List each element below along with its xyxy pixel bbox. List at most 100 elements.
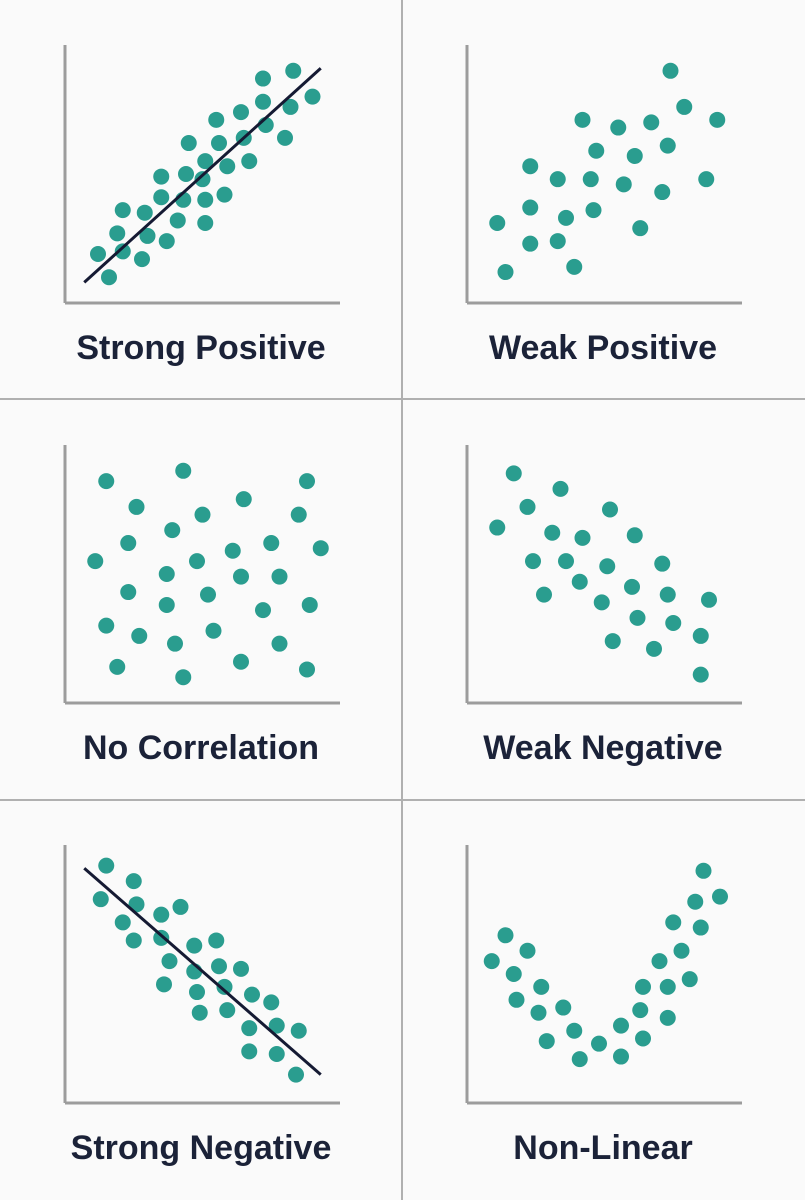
scatter-point <box>241 153 258 170</box>
scatter-point <box>566 1022 583 1039</box>
scatter-point <box>194 506 211 523</box>
scatter-point <box>87 553 104 570</box>
scatter-point <box>530 1004 547 1021</box>
scatter-point <box>211 135 227 152</box>
scatter-point <box>299 473 315 490</box>
scatter-point <box>626 527 643 544</box>
scatter-point <box>629 609 646 626</box>
scatter-point <box>233 568 249 585</box>
scatter-point <box>610 119 627 136</box>
scatter-point <box>153 168 170 185</box>
scatter-point <box>635 978 651 995</box>
scatter-point <box>582 171 599 188</box>
scatter-point <box>120 584 137 601</box>
scatter-point <box>128 498 145 515</box>
scatter-point <box>175 462 192 479</box>
scatter-point <box>692 627 709 644</box>
scatter-point <box>676 98 693 115</box>
scatter-point <box>549 171 566 188</box>
scatter-point <box>216 186 233 203</box>
scatter-point <box>525 553 541 570</box>
scatter-point <box>90 245 106 262</box>
scatter-point <box>92 891 109 908</box>
scatter-point <box>681 971 698 988</box>
scatter-point <box>224 542 241 559</box>
scatter-point <box>552 480 569 497</box>
scatter-point <box>522 235 539 252</box>
scatter-point <box>632 1002 649 1019</box>
panel-title: No Correlation <box>83 729 319 767</box>
scatter-point <box>200 586 216 603</box>
scatter-point <box>233 960 249 977</box>
scatter-point <box>114 202 131 219</box>
scatter-point <box>505 966 522 982</box>
scatter-point <box>635 1030 651 1047</box>
scatter-point <box>125 873 142 890</box>
scatter-point <box>615 176 632 193</box>
scatter-point <box>263 535 280 552</box>
scatter-point <box>158 233 175 250</box>
scatter-point <box>290 506 307 523</box>
scatter-point <box>271 635 288 652</box>
scatter-point <box>205 622 222 639</box>
scatter-point <box>665 615 682 632</box>
scatter-point <box>114 243 131 260</box>
scatter-point <box>536 586 552 603</box>
scatter-point <box>613 1017 629 1034</box>
scatter-point <box>574 529 591 546</box>
scatter-point <box>673 942 690 959</box>
scatter-point <box>519 498 536 515</box>
scatter-point <box>164 522 181 539</box>
scatter-point <box>497 927 514 944</box>
scatter-point <box>241 1020 258 1037</box>
scatter-point <box>489 215 506 232</box>
scatter-point <box>153 189 170 206</box>
scatter-point <box>571 1051 588 1068</box>
scatter-point <box>712 888 728 905</box>
scatter-point <box>654 184 671 201</box>
scatter-point <box>169 212 186 229</box>
scatter-point <box>659 978 676 995</box>
scatter-point <box>489 519 506 536</box>
scatter-point <box>483 953 500 970</box>
scatter-point <box>585 202 602 219</box>
scatter-panel: No Correlation <box>63 445 340 767</box>
scatter-panel: Weak Positive <box>465 45 742 367</box>
scatter-point <box>695 862 712 879</box>
scatter-point <box>301 596 318 613</box>
scatter-point <box>268 1017 285 1034</box>
scatter-point <box>282 98 299 115</box>
scatter-point <box>558 553 574 570</box>
scatter-point <box>312 540 329 557</box>
scatter-point <box>522 199 539 216</box>
scatter-point <box>255 70 271 87</box>
scatter-point <box>497 264 514 281</box>
scatter-point <box>659 1009 676 1026</box>
scatter-panel: Strong Negative <box>63 845 340 1167</box>
scatter-point <box>662 62 679 79</box>
scatter-point <box>208 932 225 949</box>
scatter-point <box>613 1048 629 1065</box>
scatter-point <box>687 893 704 910</box>
scatter-point <box>701 591 717 608</box>
scatter-point <box>153 906 170 923</box>
scatter-point <box>508 991 525 1008</box>
scatter-panel: Non-Linear <box>465 845 742 1167</box>
scatter-point <box>646 640 662 657</box>
scatter-point <box>698 171 715 188</box>
scatter-point <box>158 596 175 613</box>
scatter-point <box>98 857 115 874</box>
scatter-point <box>101 269 117 286</box>
scatter-point <box>588 142 605 159</box>
scatter-point <box>244 986 260 1003</box>
scatter-point <box>175 669 192 686</box>
scatter-point <box>632 220 649 237</box>
scatter-point <box>277 129 293 146</box>
scatter-point <box>158 566 175 582</box>
scatter-point <box>109 658 126 675</box>
scatter-point <box>692 919 709 936</box>
scatter-point <box>599 558 616 575</box>
scatter-point <box>178 166 194 182</box>
scatter-point <box>602 501 618 518</box>
